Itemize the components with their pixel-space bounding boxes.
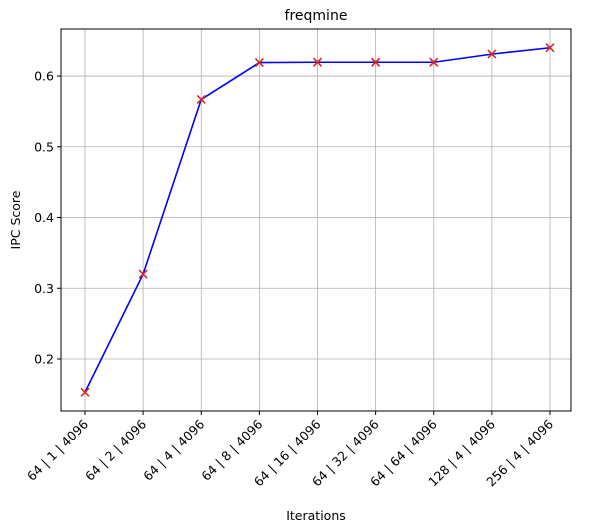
data-point-marker <box>196 94 206 104</box>
data-point-marker <box>138 269 148 279</box>
x-tick-label: 64 | 2 | 4096 <box>82 416 149 483</box>
y-tick-label: 0.6 <box>34 69 54 84</box>
chart-title: freqmine <box>285 8 348 24</box>
x-axis-label: Iterations <box>286 508 346 523</box>
x-tick-label: 64 | 1 | 4096 <box>24 416 91 483</box>
series-layer <box>80 43 555 397</box>
y-tick-label: 0.5 <box>34 139 54 154</box>
data-point-marker <box>429 57 439 67</box>
data-point-marker <box>371 57 381 67</box>
plot-area-frame <box>60 28 572 412</box>
grid <box>61 29 571 411</box>
x-tick-label: 64 | 4 | 4096 <box>140 416 207 483</box>
y-tick-label: 0.4 <box>34 210 54 225</box>
data-point-marker <box>545 43 555 53</box>
y-axis: 0.2 0.3 0.4 0.5 0.6 <box>34 69 61 367</box>
data-point-marker <box>80 387 90 397</box>
y-tick-label: 0.2 <box>34 352 54 367</box>
y-tick-label: 0.3 <box>34 281 54 296</box>
data-point-marker <box>312 57 323 67</box>
data-point-marker <box>254 58 264 68</box>
y-axis-label: IPC Score <box>8 190 23 249</box>
data-point-marker <box>487 49 497 59</box>
